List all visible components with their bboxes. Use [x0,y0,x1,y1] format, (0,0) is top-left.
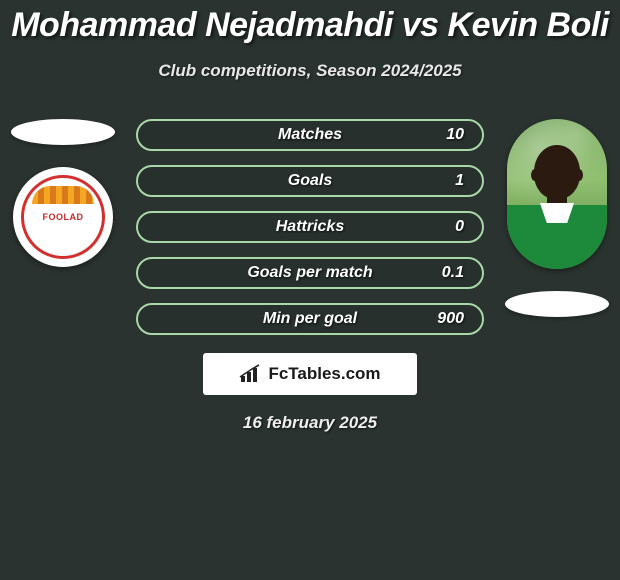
stat-row: Min per goal 900 [136,303,484,335]
stat-label: Goals [190,172,430,190]
stat-right-value: 1 [430,172,464,190]
bar-chart-icon [239,364,263,384]
left-player-column [8,119,118,267]
right-player-photo [507,119,607,269]
subtitle: Club competitions, Season 2024/2025 [0,61,620,81]
stat-right-value: 10 [430,126,464,144]
date-text: 16 february 2025 [243,413,377,433]
stat-right-value: 900 [430,310,464,328]
stat-right-value: 0.1 [430,264,464,282]
stat-row: Goals 1 [136,165,484,197]
infographic-container: Mohammad Nejadmahdi vs Kevin Boli Club c… [0,0,620,433]
foolad-logo-icon [21,175,105,259]
stats-list: Matches 10 Goals 1 Hattricks 0 Goals per… [136,119,484,335]
left-ellipse-decor [11,119,115,145]
page-title: Mohammad Nejadmahdi vs Kevin Boli [0,6,620,45]
right-ellipse-decor [505,291,609,317]
brand-text: FcTables.com [268,364,380,384]
right-player-column [502,119,612,317]
stat-label: Matches [190,126,430,144]
stat-row: Hattricks 0 [136,211,484,243]
stat-row: Goals per match 0.1 [136,257,484,289]
stat-right-value: 0 [430,218,464,236]
brand-badge: FcTables.com [203,353,417,395]
stat-label: Goals per match [190,264,430,282]
stat-label: Hattricks [190,218,430,236]
footer: FcTables.com 16 february 2025 [0,353,620,433]
stat-row: Matches 10 [136,119,484,151]
main-row: Matches 10 Goals 1 Hattricks 0 Goals per… [0,119,620,335]
left-club-logo [13,167,113,267]
stat-label: Min per goal [190,310,430,328]
